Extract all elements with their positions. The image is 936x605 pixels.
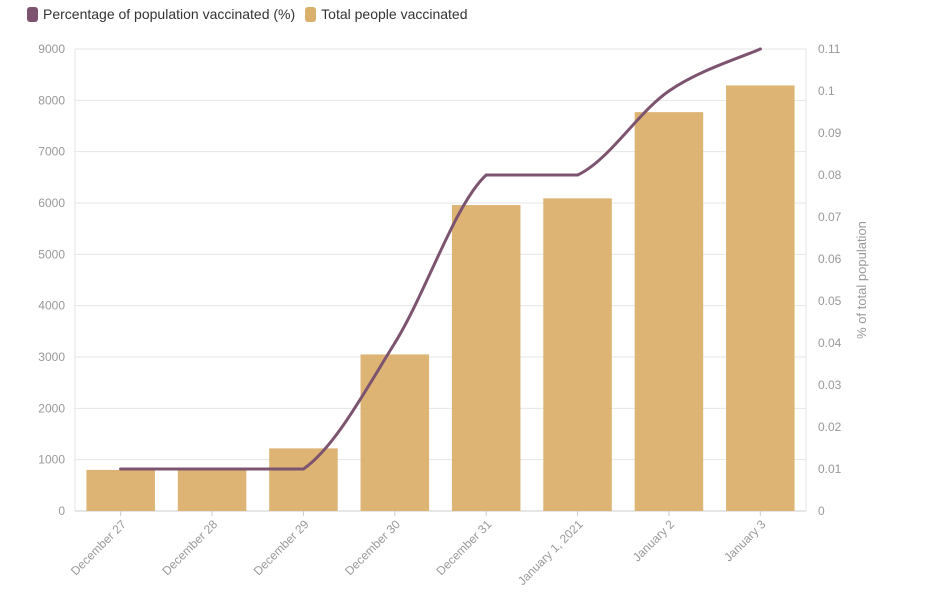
legend-item-percentage[interactable]: Percentage of population vaccinated (%)	[27, 6, 295, 22]
bar	[86, 469, 155, 511]
right-tick-label: 0.06	[818, 252, 842, 266]
bar	[269, 448, 338, 511]
legend-swatch-percentage	[27, 6, 38, 22]
legend-swatch-total	[305, 6, 317, 22]
x-tick-label: December 28	[159, 517, 220, 578]
bar	[726, 85, 795, 512]
right-tick-label: 0	[818, 504, 825, 518]
x-tick-label: January 3	[721, 517, 768, 564]
x-axis: December 27 December 28 December 29 Decembe…	[68, 511, 769, 588]
right-axis-title: % of total population	[854, 221, 869, 339]
left-tick-label: 2000	[38, 401, 65, 415]
x-tick-label: December 29	[251, 517, 312, 578]
right-tick-label: 0.03	[818, 378, 842, 392]
line-point	[393, 341, 397, 345]
line-series	[119, 47, 762, 471]
grid-lines	[74, 48, 807, 512]
left-tick-label: 0	[58, 504, 65, 518]
left-tick-label: 4000	[38, 299, 65, 313]
right-tick-label: 0.11	[818, 42, 841, 56]
line-point	[758, 47, 762, 51]
x-tick-label: January 2	[630, 517, 677, 564]
right-tick-label: 0.07	[818, 210, 842, 224]
x-tick-label: December 27	[68, 517, 129, 578]
x-tick-label: December 30	[342, 517, 403, 578]
x-tick-label: January 1, 2021	[515, 517, 586, 588]
line-point	[576, 173, 580, 177]
left-tick-label: 7000	[38, 145, 65, 159]
line-point	[301, 467, 305, 471]
legend-item-total[interactable]: Total people vaccinated	[305, 6, 468, 22]
bar	[634, 112, 704, 511]
right-tick-label: 0.09	[818, 126, 842, 140]
left-tick-label: 8000	[38, 93, 65, 107]
bar	[543, 198, 612, 511]
right-tick-label: 0.1	[818, 84, 835, 98]
bar	[360, 354, 430, 511]
right-y-axis: 0 0.01 0.02 0.03 0.04 0.05 0.06 0.07 0.08 0.09 0.1…	[818, 42, 842, 518]
left-tick-label: 3000	[38, 350, 65, 364]
right-tick-label: 0.02	[818, 420, 842, 434]
line-point	[119, 467, 123, 471]
right-tick-label: 0.04	[818, 336, 842, 350]
right-tick-label: 0.05	[818, 294, 842, 308]
right-tick-label: 0.01	[818, 462, 842, 476]
left-tick-label: 5000	[38, 247, 65, 261]
legend-label-percentage: Percentage of population vaccinated (%)	[43, 6, 296, 22]
left-y-axis: 0 1000 2000 3000 4000 5000 6000 7000 8000 9000	[38, 42, 65, 518]
legend-label-total: Total people vaccinated	[321, 6, 468, 22]
series-line	[119, 47, 762, 471]
left-tick-label: 1000	[38, 453, 65, 467]
bar	[177, 469, 247, 511]
left-tick-label: 6000	[38, 196, 65, 210]
chart-legend: Percentage of population vaccinated (%) …	[27, 6, 468, 22]
bar-series	[86, 85, 795, 512]
line-point	[667, 89, 671, 93]
line-point	[210, 467, 214, 471]
bar	[451, 205, 521, 511]
x-tick-label: December 31	[433, 517, 494, 578]
line-point	[484, 173, 488, 177]
left-tick-label: 9000	[38, 42, 65, 56]
right-tick-label: 0.08	[818, 168, 842, 182]
